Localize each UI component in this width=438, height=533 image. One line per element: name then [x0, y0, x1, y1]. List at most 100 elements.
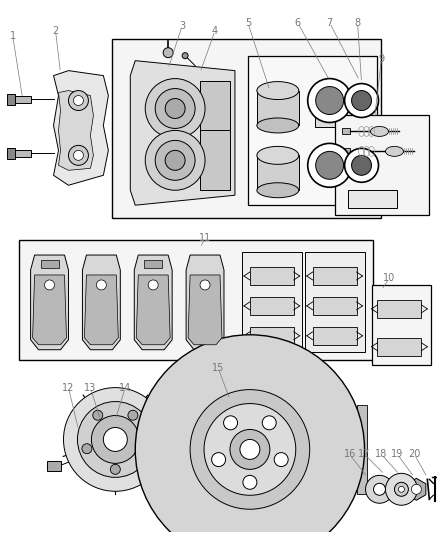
Circle shape: [96, 280, 106, 290]
Circle shape: [374, 483, 385, 495]
Circle shape: [352, 91, 371, 110]
Polygon shape: [32, 275, 67, 345]
Polygon shape: [53, 71, 108, 185]
Circle shape: [316, 151, 343, 179]
Text: 10: 10: [383, 273, 396, 283]
Circle shape: [128, 410, 138, 420]
Text: 15: 15: [212, 362, 224, 373]
Bar: [371, 285, 431, 365]
Polygon shape: [59, 91, 93, 171]
Text: 4: 4: [212, 26, 218, 36]
Text: 18: 18: [375, 449, 388, 459]
Polygon shape: [82, 255, 120, 350]
Circle shape: [240, 439, 260, 459]
Text: 16: 16: [343, 449, 356, 459]
Circle shape: [45, 280, 54, 290]
Text: 8: 8: [354, 18, 360, 28]
Bar: [200, 80, 230, 190]
Bar: [357, 405, 367, 494]
Ellipse shape: [257, 147, 299, 164]
Bar: [313, 267, 357, 285]
Bar: [257, 91, 299, 125]
Text: 1: 1: [10, 31, 16, 41]
Bar: [11, 150, 31, 157]
Ellipse shape: [257, 118, 299, 133]
Text: 17: 17: [358, 449, 371, 459]
Circle shape: [139, 443, 149, 454]
Circle shape: [110, 464, 120, 474]
Bar: [305, 252, 364, 352]
Ellipse shape: [385, 147, 403, 156]
Text: 20: 20: [408, 449, 420, 459]
Circle shape: [345, 148, 378, 182]
Polygon shape: [130, 61, 235, 205]
Bar: [250, 267, 294, 285]
Circle shape: [262, 416, 276, 430]
Text: 14: 14: [119, 383, 131, 393]
Bar: [248, 55, 378, 205]
Text: 3: 3: [179, 21, 185, 31]
Circle shape: [411, 484, 421, 494]
Circle shape: [78, 401, 153, 478]
Bar: [335, 116, 429, 215]
Polygon shape: [407, 478, 426, 500]
Text: 2: 2: [53, 26, 59, 36]
Circle shape: [316, 86, 343, 115]
Bar: [342, 128, 350, 134]
Circle shape: [103, 427, 127, 451]
Text: 19: 19: [391, 449, 403, 459]
Bar: [7, 148, 14, 159]
Bar: [112, 39, 381, 218]
Circle shape: [200, 280, 210, 290]
Circle shape: [308, 78, 352, 123]
Bar: [11, 95, 31, 102]
Bar: [19, 240, 372, 360]
Text: 6: 6: [295, 18, 301, 28]
Circle shape: [352, 155, 371, 175]
Circle shape: [243, 475, 257, 489]
Text: 13: 13: [84, 383, 96, 393]
Bar: [378, 300, 421, 318]
Circle shape: [155, 88, 195, 128]
Bar: [314, 117, 343, 127]
Polygon shape: [85, 275, 118, 345]
Circle shape: [190, 390, 310, 509]
Circle shape: [165, 150, 185, 171]
Circle shape: [74, 95, 83, 106]
Ellipse shape: [257, 82, 299, 100]
Circle shape: [92, 416, 139, 463]
Polygon shape: [186, 255, 224, 350]
Bar: [144, 260, 162, 268]
Circle shape: [385, 473, 417, 505]
Ellipse shape: [257, 183, 299, 198]
Polygon shape: [136, 275, 170, 345]
Bar: [348, 190, 397, 208]
Circle shape: [135, 335, 364, 533]
Circle shape: [148, 280, 158, 290]
Circle shape: [395, 482, 408, 496]
Bar: [250, 297, 294, 315]
Circle shape: [145, 78, 205, 139]
Circle shape: [212, 453, 226, 466]
Text: 7: 7: [326, 18, 333, 28]
Circle shape: [274, 453, 288, 466]
Circle shape: [64, 387, 167, 491]
Circle shape: [74, 150, 83, 160]
Polygon shape: [188, 275, 222, 345]
Circle shape: [155, 140, 195, 180]
Circle shape: [93, 410, 103, 420]
Circle shape: [145, 131, 205, 190]
Circle shape: [68, 91, 88, 110]
Circle shape: [366, 475, 393, 503]
Bar: [342, 148, 350, 155]
Circle shape: [182, 53, 188, 59]
Circle shape: [399, 486, 404, 492]
Polygon shape: [134, 255, 172, 350]
Bar: [41, 260, 59, 268]
Circle shape: [308, 143, 352, 187]
Bar: [46, 462, 60, 471]
Text: 12: 12: [62, 383, 74, 393]
Circle shape: [165, 99, 185, 118]
Text: 9: 9: [378, 54, 385, 63]
Bar: [313, 327, 357, 345]
